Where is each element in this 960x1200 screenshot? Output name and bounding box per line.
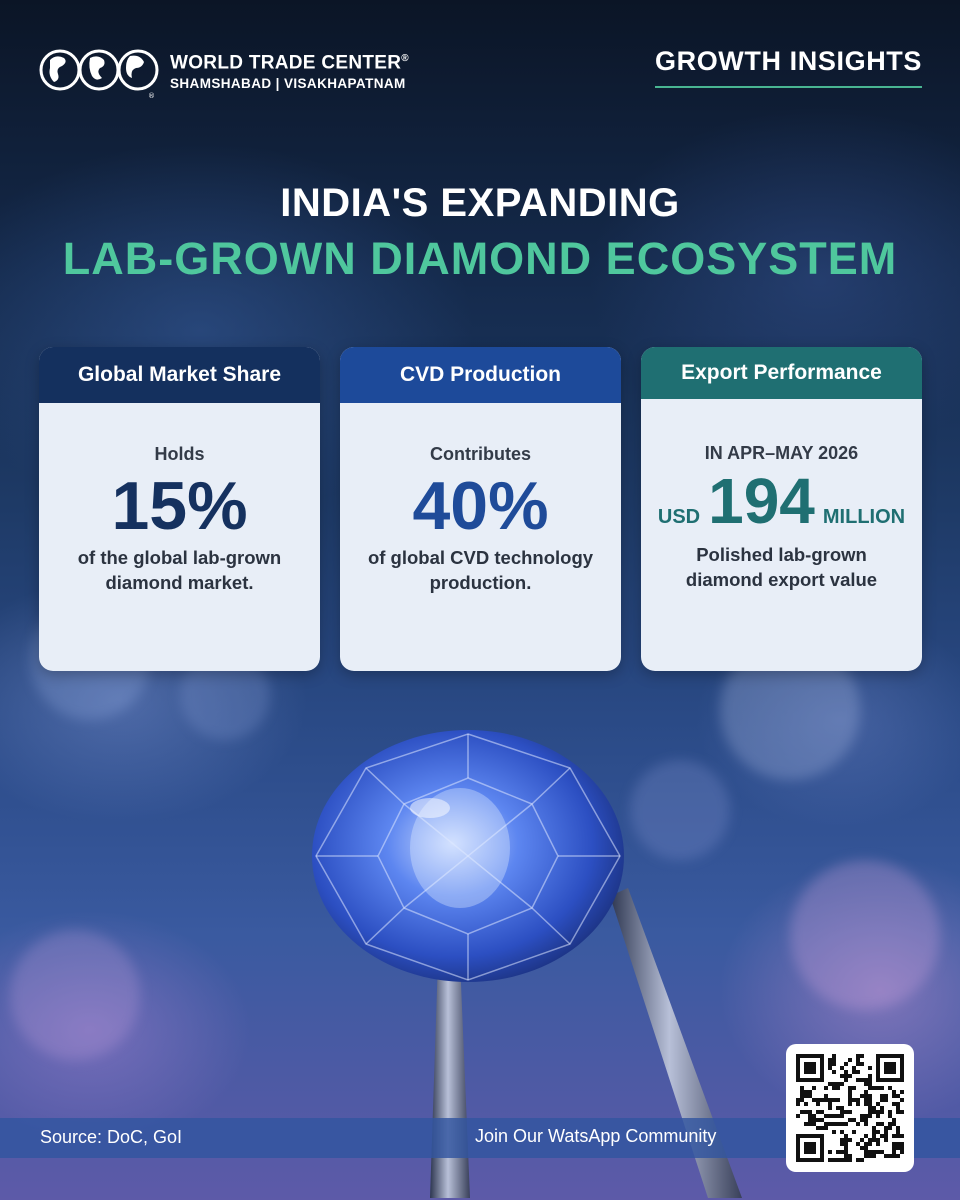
card-description-line: of the global lab-grown bbox=[77, 547, 282, 568]
diamond-photo bbox=[312, 730, 742, 1198]
page-title-line1: INDIA'S EXPANDING bbox=[280, 181, 680, 225]
brand-name: WORLD TRADE CENTER® bbox=[170, 48, 409, 74]
card-header: CVD Production bbox=[340, 347, 621, 403]
currency-label: USD bbox=[657, 506, 701, 528]
card-cvd-production: CVD Production Contributes 40% of global… bbox=[340, 347, 621, 671]
bokeh-light bbox=[10, 930, 140, 1060]
card-value-row: USD 194 MILLION bbox=[641, 466, 922, 536]
card-body: Contributes 40% of global CVD technology… bbox=[340, 444, 621, 595]
whatsapp-community-link[interactable]: Join Our WatsApp Community bbox=[475, 1126, 717, 1146]
card-description-line: production. bbox=[429, 572, 532, 593]
tweezer-left bbox=[430, 960, 470, 1198]
card-description-line: diamond market. bbox=[105, 572, 254, 593]
card-description: of global CVD technology production. bbox=[340, 545, 621, 595]
brand-name-text: WORLD TRADE CENTER bbox=[170, 52, 402, 74]
card-value: 194 bbox=[708, 465, 815, 537]
bokeh-light bbox=[630, 760, 730, 860]
wtc-globe-logo-icon: ® bbox=[39, 49, 159, 100]
section-tag: GROWTH INSIGHTS bbox=[655, 46, 922, 88]
card-description-line: diamond export value bbox=[685, 569, 878, 590]
card-export-performance: Export Performance IN APR–MAY 2026 USD 1… bbox=[641, 347, 922, 671]
card-header: Global Market Share bbox=[39, 347, 320, 403]
card-header: Export Performance bbox=[641, 347, 922, 399]
card-global-market-share: Global Market Share Holds 15% of the glo… bbox=[39, 347, 320, 671]
brand-logo[interactable]: ® WORLD TRADE CENTER® SHAMSHABAD | VISAK… bbox=[38, 40, 409, 100]
source-note: Source: DoC, GoI bbox=[40, 1127, 183, 1147]
card-intro: Contributes bbox=[430, 444, 531, 464]
card-value: 15% bbox=[111, 468, 248, 544]
registered-mark: ® bbox=[148, 92, 155, 100]
card-value: 40% bbox=[412, 468, 549, 544]
card-intro: IN APR–MAY 2026 bbox=[704, 443, 859, 463]
card-body: IN APR–MAY 2026 USD 194 MILLION Polished… bbox=[641, 443, 922, 592]
qr-code-icon bbox=[796, 1054, 904, 1162]
qr-code[interactable] bbox=[786, 1044, 914, 1172]
page-title-line2: LAB-GROWN DIAMOND ECOSYSTEM bbox=[62, 233, 898, 284]
card-intro: Holds bbox=[154, 444, 205, 464]
brand-registered: ® bbox=[401, 53, 409, 65]
card-description: Polished lab-grown diamond export value bbox=[641, 542, 922, 592]
card-description-line: of global CVD technology bbox=[367, 547, 594, 568]
brand-locations: SHAMSHABAD | VISAKHAPATNAM bbox=[170, 75, 406, 91]
card-description: of the global lab-grown diamond market. bbox=[39, 545, 320, 595]
unit-label: MILLION bbox=[822, 506, 906, 528]
card-body: Holds 15% of the global lab-grown diamon… bbox=[39, 444, 320, 595]
card-description-line: Polished lab-grown bbox=[696, 544, 867, 565]
bokeh-light bbox=[790, 860, 940, 1010]
brand-text: WORLD TRADE CENTER® SHAMSHABAD | VISAKHA… bbox=[170, 48, 409, 91]
